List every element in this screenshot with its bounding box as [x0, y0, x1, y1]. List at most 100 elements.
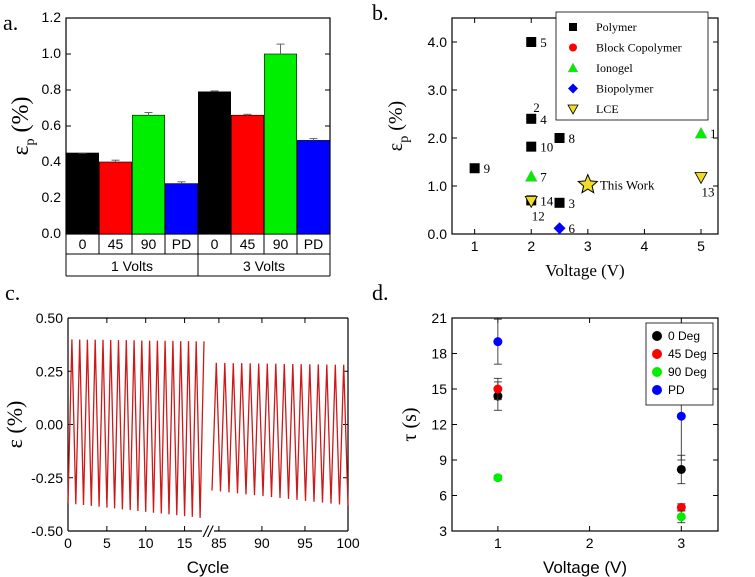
bar: [231, 114, 264, 235]
bar: [198, 91, 231, 235]
group-label: 3 Volts: [243, 258, 285, 274]
point-label: 13: [702, 184, 715, 199]
y-tick-label: 6: [439, 488, 447, 504]
y-tick-label: 0.2: [42, 189, 62, 205]
point-label: 9: [484, 161, 491, 176]
legend-label: Ionogel: [596, 61, 633, 75]
x-tick-label: 90: [254, 535, 270, 551]
x-tick-label: 3: [677, 535, 685, 551]
data-point: [676, 464, 686, 474]
y-tick-label: 3: [439, 523, 447, 539]
y-axis-label: εp (%): [385, 101, 412, 151]
axis-break-marker: //: [203, 524, 214, 541]
x-tick-label: 95: [297, 535, 313, 551]
data-point: [524, 169, 538, 182]
y-tick-label: 3.0: [428, 82, 448, 98]
y-tick-label: 0.0: [42, 225, 62, 241]
y-tick-label: 0.4: [42, 153, 62, 169]
x-tick-label: 2: [586, 535, 594, 551]
category-label: 0: [211, 236, 219, 252]
panel-label: a.: [3, 10, 18, 35]
x-axis-label: Voltage (V): [545, 261, 624, 280]
point-label: 12: [532, 208, 545, 223]
bar: [264, 53, 297, 235]
strain-waveform: [67, 339, 205, 518]
category-label: 45: [108, 236, 124, 252]
panel-c-strain-cycle-chart: c. -0.50 -0.25 0.00 0.25 0.50 ε (%) 0 5 10 15 85 90 9…: [2, 280, 360, 577]
panel-label: d.: [372, 280, 389, 305]
data-point: [493, 473, 503, 483]
point-label: 14: [540, 193, 554, 208]
x-axis-label: Voltage (V): [543, 558, 627, 577]
point-label: 5: [540, 35, 547, 50]
point-label: 3: [569, 196, 576, 211]
panel-label: b.: [372, 0, 389, 25]
y-axis-label: εp (%): [8, 96, 38, 155]
strain-waveform: [211, 362, 349, 506]
y-tick-label: 4.0: [428, 34, 448, 50]
data-point: [553, 222, 566, 235]
legend-box: [555, 11, 709, 121]
y-tick-label: 9: [439, 452, 447, 468]
y-tick-label: -0.50: [31, 523, 63, 539]
x-tick-label: 1: [494, 535, 502, 551]
data-point: [524, 195, 538, 209]
category-label: PD: [172, 236, 191, 252]
y-tick-label: 0.25: [36, 363, 63, 379]
bar: [297, 140, 330, 235]
point-label: This Work: [600, 178, 655, 193]
data-point: [577, 173, 599, 194]
x-tick-label: 0: [64, 535, 72, 551]
y-tick-label: 2.0: [428, 130, 448, 146]
legend-label: LCE: [596, 102, 619, 116]
y-tick-label: 0.50: [36, 310, 63, 326]
y-tick-label: -0.25: [31, 470, 63, 486]
legend-marker: [652, 331, 662, 341]
category-label: 90: [273, 236, 289, 252]
data-point: [526, 37, 537, 47]
point-label: 10: [540, 140, 553, 155]
data-point: [526, 113, 537, 124]
legend-label: PD: [668, 383, 685, 397]
category-label: 90: [141, 236, 157, 252]
point-label: 7: [540, 169, 547, 184]
bar: [132, 114, 165, 235]
y-tick-label: 15: [431, 381, 447, 397]
x-tick-label: 4: [641, 238, 649, 254]
legend-label: Block Copolymer: [596, 41, 682, 55]
x-tick-label: 15: [177, 535, 193, 551]
legend-label: 45 Deg: [668, 347, 707, 361]
bar: [66, 152, 99, 235]
panel-a-bar-chart: a. 0.0 0.2 0.4 0.6 0.8 1.0 1.2 εp (%) 0 45 90 PD 1 Vo…: [3, 9, 331, 277]
x-axis-label: Cycle: [187, 558, 230, 577]
point-label: 2: [533, 100, 540, 115]
x-tick-label: 5: [103, 535, 111, 551]
data-point: [526, 141, 537, 152]
data-point: [676, 512, 686, 522]
legend-marker: [567, 62, 579, 73]
y-tick-label: 1.0: [42, 45, 62, 61]
y-tick-label: 1.2: [42, 9, 62, 25]
y-axis-label: ε (%): [2, 401, 27, 449]
x-tick-label: 100: [336, 535, 360, 551]
x-tick-label: 10: [138, 535, 154, 551]
legend-label: Polymer: [596, 20, 637, 34]
legend-marker: [652, 385, 662, 395]
category-label: 45: [240, 236, 256, 252]
legend-marker: [568, 83, 578, 94]
data-point: [676, 411, 686, 421]
data-point: [676, 502, 686, 512]
bar: [99, 161, 132, 235]
axis-break-gap: [202, 525, 214, 537]
data-point: [469, 163, 480, 174]
y-tick-label: 0.8: [42, 81, 62, 97]
y-tick-label: 12: [431, 417, 447, 433]
x-tick-label: 2: [527, 238, 535, 254]
y-tick-label: 0.0: [428, 226, 448, 242]
y-axis-label: τ (s): [399, 407, 421, 441]
point-label: 8: [569, 131, 576, 146]
legend-marker: [652, 367, 662, 377]
legend-marker: [567, 104, 579, 115]
data-point: [694, 171, 708, 185]
